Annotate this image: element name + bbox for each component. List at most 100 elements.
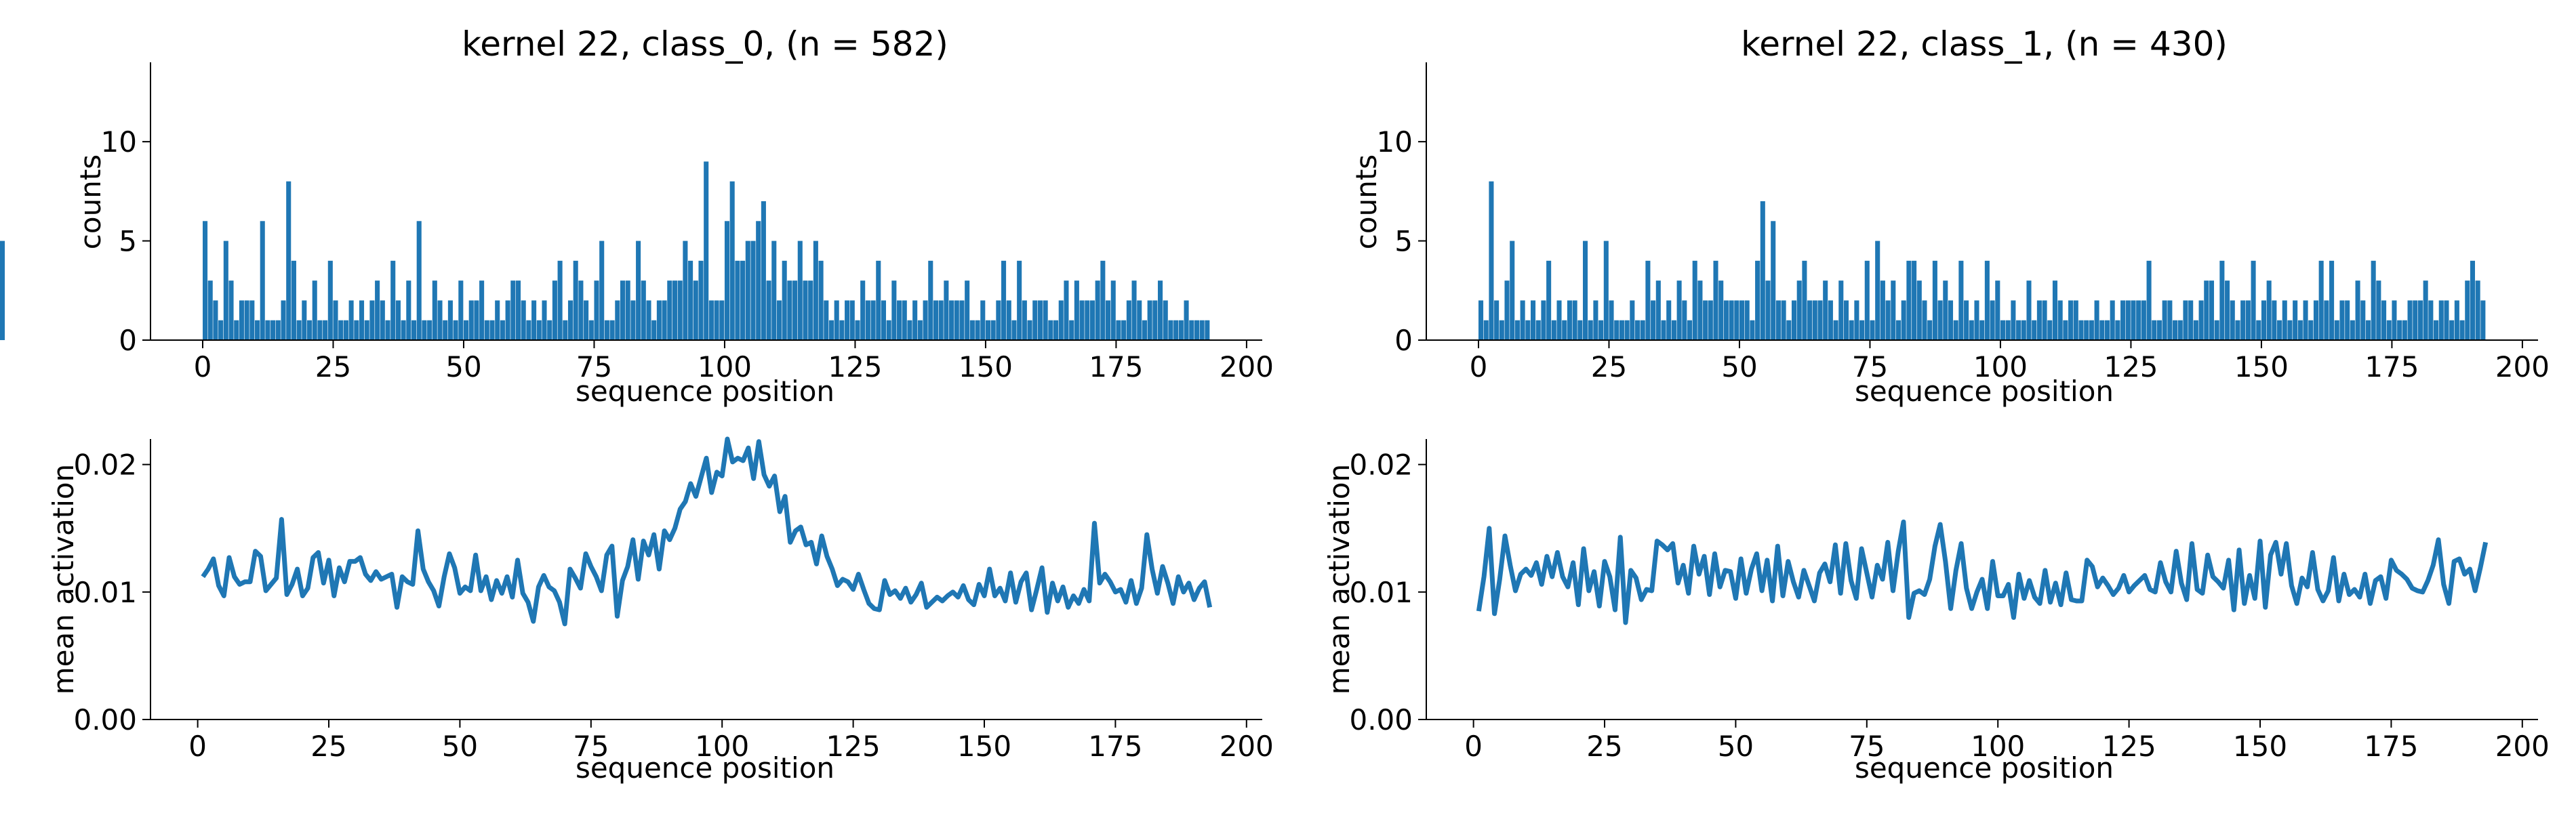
histogram-bar [500,320,505,340]
x-tick-label: 0 [188,730,207,763]
x-tick-label: 125 [2104,350,2158,383]
histogram-bar [881,300,887,340]
histogram-bar [2470,260,2475,340]
histogram-bar [2183,300,2188,340]
histogram-bar [2261,300,2266,340]
histogram-bar [1058,300,1064,340]
histogram-bar [1943,280,1948,340]
histogram-bar [683,241,688,340]
histogram-bar [234,320,239,340]
y-tick-label: 0.01 [73,576,137,609]
histogram-bar [306,320,313,340]
histogram-bar [756,221,761,340]
histogram-bar [1189,320,1194,340]
histogram-bar [2428,300,2434,340]
histogram-bar [515,280,521,340]
histogram-bar [1043,300,1048,340]
histogram-bar [1504,280,1510,340]
x-tick-label: 100 [1971,730,2025,763]
histogram-bar [218,320,224,340]
histogram-bar [2005,320,2011,340]
histogram-bar [1974,300,1979,340]
histogram-bar [2350,320,2355,340]
histogram-bar [1891,280,1896,340]
histogram-bar [557,260,563,340]
histogram-bar [1079,300,1085,340]
histogram-bar [2434,320,2439,340]
histogram-bar [1807,300,1813,340]
histogram-bar [380,300,385,340]
histogram-bar [636,241,641,340]
histogram-bar [1205,320,1210,340]
histogram-bar [2042,300,2047,340]
histogram-bar [1131,280,1137,340]
histogram-bar [249,300,255,340]
histogram-bar [2339,300,2345,340]
histogram-bar [1666,300,1672,340]
histogram-bar [1964,300,1969,340]
histogram-bar [2392,300,2397,340]
histogram-bar [996,300,1001,340]
histogram-bar [808,280,813,340]
histogram-bar [270,320,276,340]
histogram-bar [1619,320,1624,340]
histogram-bar [1603,241,1609,340]
histogram-bar [1027,320,1032,340]
histogram-bar [2209,280,2215,340]
histogram-bar [254,320,260,340]
histogram-bar [2156,320,2162,340]
histogram-bar [2173,320,2178,340]
histogram-bar [1152,300,1158,340]
histogram-bar [2297,320,2303,340]
histogram-bar [1843,300,1849,340]
histogram-bar [646,300,651,340]
histogram-bar [1958,260,1964,340]
histogram-bar [2386,320,2392,340]
histogram-bar [1194,320,1199,340]
histogram-bar [385,320,390,340]
histogram-bar [630,300,636,340]
x-tick-label: 175 [2364,350,2419,383]
y-tick-label: 5 [119,225,137,258]
histogram-bar [443,320,448,340]
histogram-bar [2381,300,2387,340]
histogram-bar [1106,300,1111,340]
histogram-bar [1655,280,1661,340]
histogram-bar [1551,320,1556,340]
x-tick-label: 0 [1470,350,1488,383]
histogram-bar [1859,320,1865,340]
histogram-bar [2465,280,2470,340]
histogram-bar [928,260,933,340]
histogram-bar [2376,280,2381,340]
x-tick-label: 200 [1220,730,1274,763]
histogram-bar [2115,320,2120,340]
histogram-bar [1671,320,1676,340]
histogram-bar [427,320,432,340]
histogram-bar [1173,320,1179,340]
histogram-bar [1651,300,1656,340]
y-tick-label: 0.00 [73,703,137,736]
histogram-bar [1598,320,1604,340]
histogram-bar [1723,300,1729,340]
histogram-bar [1885,300,1891,340]
x-axis-label: sequence position [576,375,834,408]
histogram-bar [1478,300,1484,340]
x-tick-label: 50 [1721,350,1757,383]
histogram-bar [1849,320,1854,340]
x-tick-label: 125 [2102,730,2156,763]
histogram-bar [2131,300,2136,340]
histogram-bar [474,300,479,340]
histogram-bar [484,320,489,340]
histogram-bar [207,280,213,340]
histogram-bar [1022,300,1027,340]
histogram-bar [792,280,798,340]
histogram-bar [1184,300,1189,340]
histogram-bar [2104,320,2110,340]
histogram-bar [244,300,249,340]
histogram-bar [2162,300,2167,340]
histogram-bar [453,320,458,340]
histogram-bar [1089,300,1095,340]
histogram-class-0: kernel 22, class_0, (n = 582) sequence p… [74,24,1274,408]
histogram-bar [406,280,411,340]
histogram-bar [343,320,348,340]
